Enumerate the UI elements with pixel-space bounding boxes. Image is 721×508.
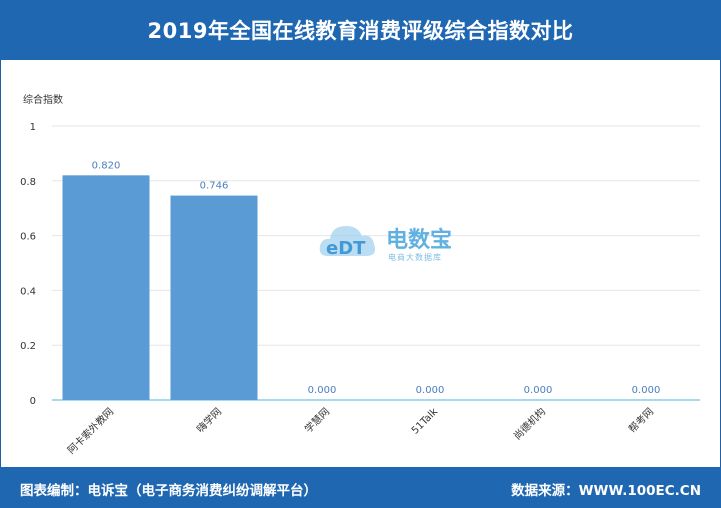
y-tick-label: 0.2 — [20, 341, 36, 352]
footer-credit: 图表编制：电诉宝（电子商务消费纠纷调解平台） — [20, 483, 317, 499]
chart-title: 2019年全国在线教育消费评级综合指数对比 — [0, 0, 721, 60]
cloud-icon: eDT — [319, 226, 375, 259]
value-label: 0.000 — [416, 385, 445, 396]
value-label: 0.000 — [308, 385, 337, 396]
y-tick-labels: 0 0.2 0.4 0.6 0.8 1 — [20, 122, 36, 407]
grid-lines — [52, 125, 700, 401]
watermark-subtitle: 电商大数据库 — [388, 253, 442, 262]
watermark-brand: 电数宝 — [386, 228, 453, 253]
x-tick-label: 尚德机构 — [511, 405, 548, 442]
y-tick-label: 0 — [30, 396, 36, 407]
x-tick-label: 嗨学网 — [194, 405, 224, 435]
x-tick-label: 51Talk — [410, 406, 440, 436]
x-tick-label: 阿卡索外教网 — [65, 405, 117, 457]
x-tick-labels: 阿卡索外教网 嗨学网 学慧网 51Talk 尚德机构 帮考网 — [65, 405, 657, 457]
bar-chart: 综合指数 0 0.2 0.4 0.6 0.8 1 0.820 0.746 0.000 0.000… — [20, 93, 700, 457]
bars — [62, 175, 258, 400]
watermark-logo: eDT 电数宝 电商大数据库 — [316, 212, 476, 272]
y-tick-label: 0.4 — [20, 286, 36, 297]
value-label: 0.000 — [524, 385, 553, 396]
bar — [62, 175, 150, 400]
x-tick-label: 学慧网 — [302, 405, 332, 435]
value-label: 0.820 — [92, 160, 121, 171]
y-axis-label: 综合指数 — [23, 93, 63, 106]
y-tick-label: 1 — [30, 122, 36, 133]
y-tick-label: 0.6 — [20, 232, 36, 243]
x-tick-label: 帮考网 — [626, 406, 656, 436]
value-labels: 0.820 0.746 0.000 0.000 0.000 0.000 — [92, 160, 661, 396]
footer-bar: 图表编制：电诉宝（电子商务消费纠纷调解平台） 数据来源：WWW.100EC.CN — [0, 467, 721, 508]
value-label: 0.746 — [200, 181, 229, 192]
y-tick-label: 0.8 — [20, 177, 36, 188]
watermark-logo-text: eDT — [326, 238, 366, 259]
footer-source: 数据来源：WWW.100EC.CN — [511, 483, 701, 499]
value-label: 0.000 — [632, 385, 661, 396]
bar — [170, 195, 258, 400]
